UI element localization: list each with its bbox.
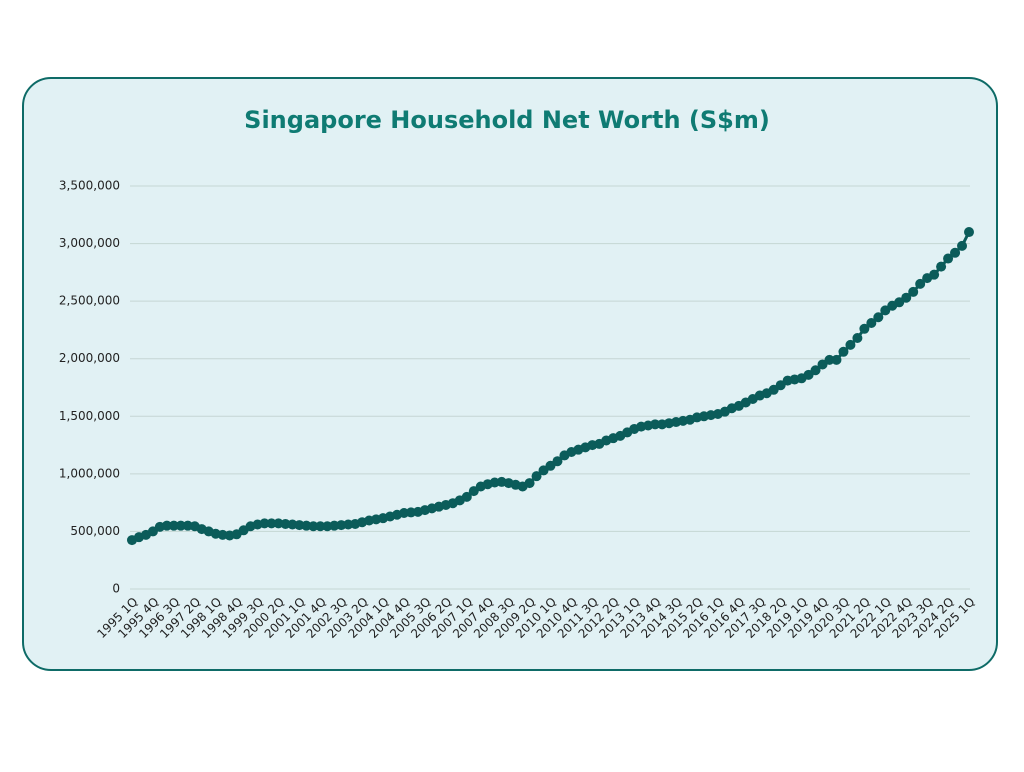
data-point — [175, 520, 186, 531]
data-point — [531, 471, 542, 482]
y-tick-label: 1,000,000 — [59, 466, 120, 480]
y-tick-label: 2,500,000 — [59, 294, 120, 308]
data-point — [259, 518, 270, 529]
data-point — [838, 346, 849, 357]
data-point — [650, 419, 661, 430]
data-point — [831, 354, 842, 365]
data-point — [901, 292, 912, 303]
data-point — [161, 520, 172, 531]
data-point — [852, 332, 863, 343]
data-point — [524, 478, 535, 489]
data-point — [964, 227, 974, 238]
data-point — [824, 354, 835, 365]
data-point — [461, 491, 472, 502]
data-point — [929, 269, 940, 280]
data-point — [957, 240, 968, 251]
data-point — [936, 261, 947, 272]
data-point — [168, 520, 179, 531]
data-point — [915, 278, 926, 289]
data-point — [950, 247, 961, 258]
data-point — [810, 365, 821, 376]
y-tick-label: 0 — [112, 582, 120, 596]
data-point — [308, 521, 319, 532]
y-tick-label: 3,500,000 — [59, 179, 120, 193]
y-tick-label: 500,000 — [70, 524, 120, 538]
data-point — [315, 521, 326, 532]
data-point — [845, 339, 856, 350]
data-point — [908, 286, 919, 297]
data-point — [552, 456, 563, 467]
data-point — [266, 518, 277, 529]
chart-title: Singapore Household Net Worth (S$m) — [244, 106, 770, 134]
card — [22, 77, 998, 671]
data-point — [866, 318, 877, 329]
y-tick-label: 3,000,000 — [59, 236, 120, 250]
y-tick-label: 2,000,000 — [59, 351, 120, 365]
data-point — [873, 312, 884, 323]
data-point — [943, 253, 954, 264]
data-point — [859, 323, 870, 334]
y-tick-label: 1,500,000 — [59, 409, 120, 423]
